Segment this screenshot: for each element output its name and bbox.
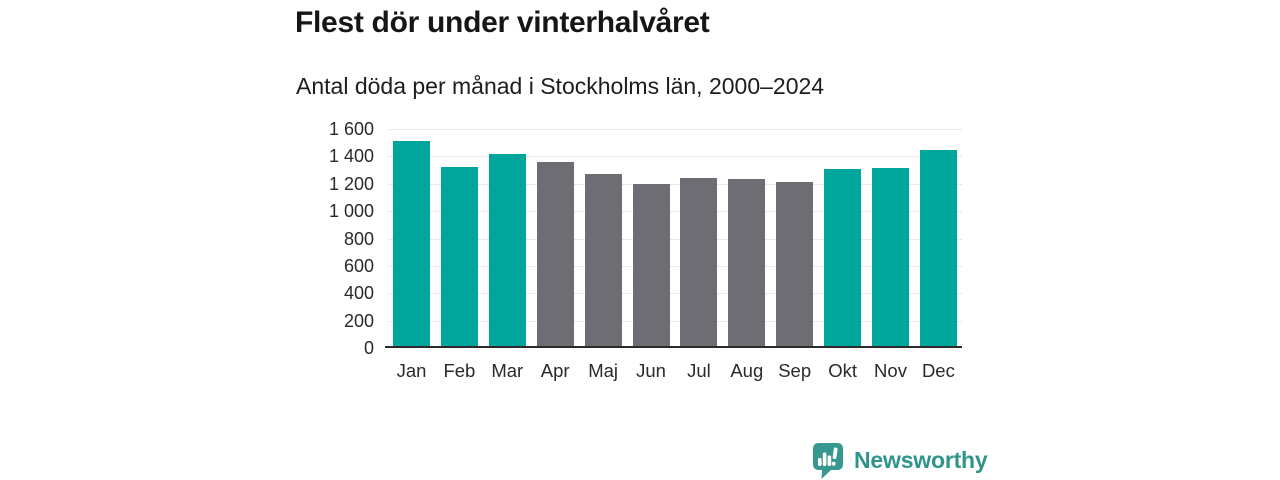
bar-maj	[584, 174, 622, 348]
x-tick-label-aug: Aug	[730, 360, 764, 381]
y-tick-label-800: 800	[343, 228, 374, 249]
gridline-800	[388, 238, 962, 240]
y-tick-label-200: 200	[343, 310, 374, 331]
brand-logo: Newsworthy	[811, 441, 988, 479]
bar-jun	[632, 183, 670, 348]
bar-jan	[393, 141, 430, 348]
x-tick-label-mar: Mar	[491, 360, 524, 381]
gridline-1200	[388, 183, 962, 185]
gridline-400	[388, 293, 962, 295]
gridline-600	[388, 265, 962, 267]
bar-mar	[488, 153, 526, 348]
bar-dec	[919, 149, 957, 348]
y-tick-label-400: 400	[343, 283, 374, 304]
y-tick-label-1600: 1 600	[328, 119, 374, 139]
bar-nov	[872, 168, 909, 348]
bar-okt	[824, 169, 862, 348]
y-tick-label-0: 0	[363, 338, 374, 358]
bar-sep	[776, 181, 814, 348]
x-tick-label-apr: Apr	[540, 360, 570, 381]
y-tick-label-600: 600	[343, 255, 374, 276]
y-tick-label-1000: 1 000	[328, 201, 374, 222]
x-tick-label-feb: Feb	[443, 360, 476, 381]
x-tick-label-sep: Sep	[778, 360, 812, 381]
x-axis-line	[385, 346, 962, 348]
bar-aug	[728, 178, 766, 348]
x-tick-label-dec: Dec	[921, 360, 955, 381]
bar-apr	[536, 161, 574, 348]
gridline-1000	[388, 211, 962, 213]
x-tick-label-jul: Jul	[687, 360, 711, 381]
newsworthy-speech-bubble-chart-icon	[813, 443, 843, 479]
plot-area	[388, 129, 962, 348]
x-tick-label-jan: Jan	[396, 360, 427, 381]
y-tick-label-1200: 1 200	[328, 173, 374, 194]
brand-name: Newsworthy	[854, 446, 988, 473]
chart-subtitle: Antal döda per månad i Stockholms län, 2…	[296, 73, 825, 99]
gridline-1600	[388, 129, 962, 130]
y-tick-label-1400: 1 400	[328, 146, 374, 167]
bar-feb	[440, 167, 478, 348]
gridline-200	[388, 320, 962, 322]
x-tick-label-jun: Jun	[636, 360, 666, 381]
gridline-1400	[388, 156, 962, 158]
bar-jul	[680, 177, 718, 348]
x-tick-label-okt: Okt	[828, 360, 857, 381]
x-tick-label-maj: Maj	[588, 360, 618, 381]
x-tick-label-nov: Nov	[874, 360, 907, 381]
chart-title: Flest dör under vinterhalvåret	[295, 6, 710, 39]
